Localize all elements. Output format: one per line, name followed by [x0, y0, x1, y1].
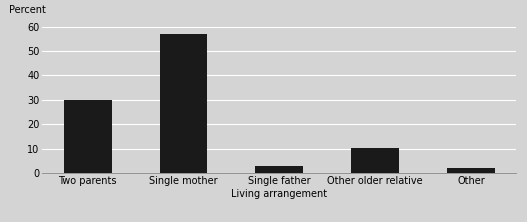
Bar	[64, 100, 112, 173]
Bar	[160, 34, 208, 173]
Bar	[351, 148, 399, 173]
Bar	[447, 168, 495, 173]
Text: Percent: Percent	[9, 5, 46, 15]
Bar	[256, 166, 303, 173]
X-axis label: Living arrangement: Living arrangement	[231, 189, 327, 199]
